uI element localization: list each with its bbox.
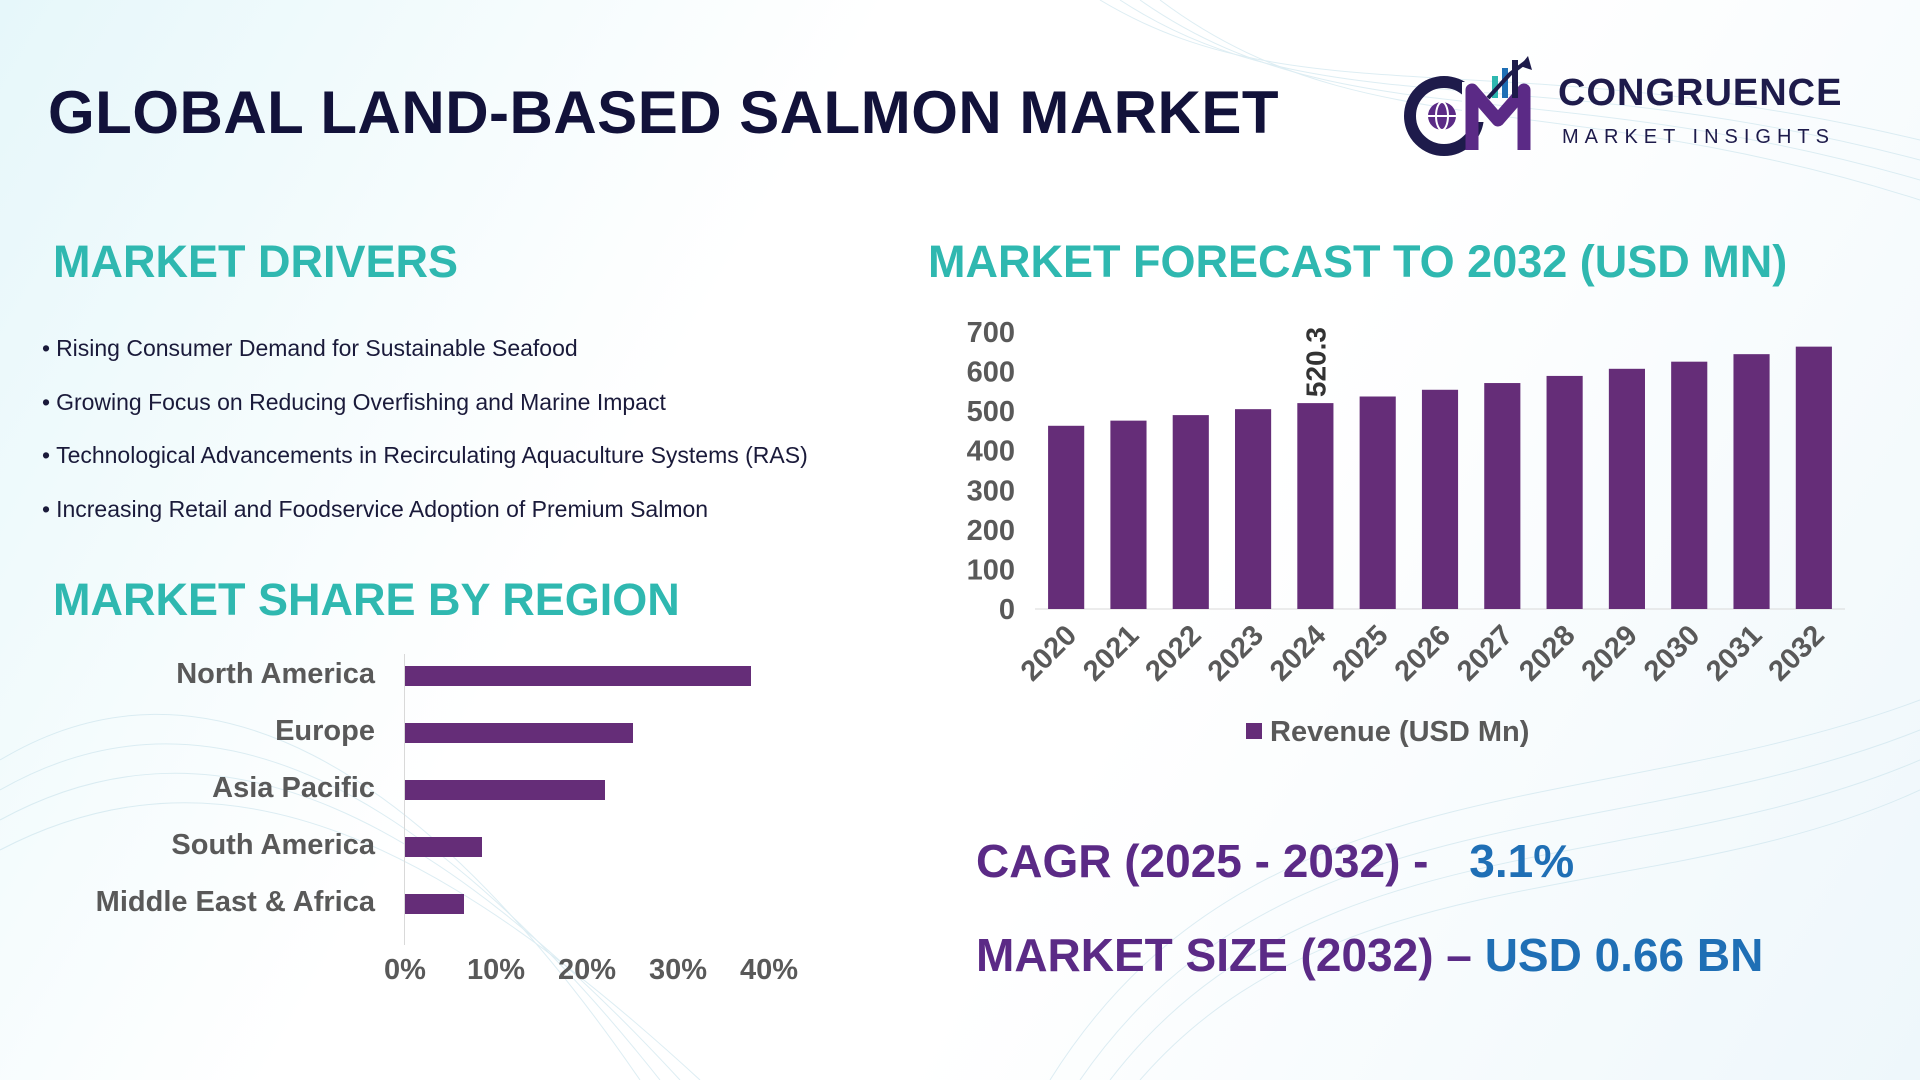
region-axis-line [404, 654, 405, 945]
bar-2022 [1172, 415, 1209, 609]
bullet-mark: • [42, 388, 51, 415]
x-tick-label: 40% [739, 954, 799, 986]
forecast-bar-chart: 0100200300400500600700202020212022202320… [967, 317, 1845, 688]
region-bar [405, 894, 465, 914]
market-size-label: MARKET SIZE (2032) – [976, 929, 1472, 981]
logo-mark-icon [1404, 56, 1532, 156]
region-label: North America [176, 658, 375, 690]
legend-swatch-icon [1246, 723, 1262, 739]
y-tick-label: 700 [967, 317, 1015, 349]
y-tick-label: 500 [967, 396, 1015, 428]
bar-2032 [1795, 346, 1832, 609]
x-tick-label: 30% [648, 954, 708, 986]
driver-item: • Rising Consumer Demand for Sustainable … [42, 328, 942, 382]
driver-item: • Technological Advancements in Recircula… [42, 435, 942, 489]
y-tick-label: 300 [967, 475, 1015, 507]
company-logo: CONGRUENCE MARKET INSIGHTS [1402, 54, 1882, 164]
x-tick-label: 2020 [1015, 619, 1083, 687]
region-label: Asia Pacific [212, 772, 375, 804]
x-tick-label: 2029 [1576, 619, 1644, 687]
driver-text: Technological Advancements in Recirculat… [56, 442, 808, 468]
bar-2028 [1546, 375, 1583, 609]
y-tick-label: 0 [999, 594, 1015, 626]
x-tick-label: 20% [557, 954, 617, 986]
bullet-mark: • [42, 442, 51, 468]
drivers-heading: MARKET DRIVERS [53, 236, 459, 287]
forecast-heading: MARKET FORECAST TO 2032 (USD MN) [928, 236, 1788, 287]
bar-2031 [1733, 354, 1770, 609]
x-tick-label: 2023 [1202, 619, 1270, 687]
x-tick-label: 2027 [1451, 619, 1519, 687]
driver-item: • Growing Focus on Reducing Overfishing a… [42, 382, 942, 436]
y-tick-label: 400 [967, 436, 1015, 468]
x-tick-label: 2021 [1077, 619, 1145, 687]
bullet-mark: • [42, 495, 51, 522]
drivers-list: • Rising Consumer Demand for Sustainable … [42, 328, 942, 542]
logo-name: CONGRUENCE [1558, 72, 1843, 114]
bar-2027 [1484, 383, 1521, 609]
driver-text: Rising Consumer Demand for Sustainable S… [56, 335, 578, 361]
x-tick-label: 2032 [1763, 619, 1831, 687]
bar-2024 [1297, 403, 1334, 609]
market-size-value: USD 0.66 BN [1484, 929, 1764, 981]
region-label: Middle East & Africa [95, 886, 375, 918]
x-tick-label: 2022 [1139, 619, 1207, 687]
cagr-line: CAGR (2025 - 2032) - 3.1% [976, 834, 1574, 888]
x-tick-label: 2030 [1638, 619, 1706, 687]
region-label: South America [171, 829, 375, 861]
bar-2029 [1608, 368, 1645, 609]
market-size-line: MARKET SIZE (2032) – USD 0.66 BN [976, 928, 1763, 982]
x-tick-label: 2026 [1389, 619, 1457, 687]
bar-2030 [1671, 361, 1708, 609]
x-tick-label: 10% [466, 954, 526, 986]
region-heading: MARKET SHARE BY REGION [53, 574, 680, 625]
driver-text: Increasing Retail and Foodservice Adopti… [56, 495, 709, 522]
forecast-legend: Revenue (USD Mn) [1246, 716, 1529, 749]
x-tick-label: 2031 [1700, 619, 1768, 687]
bar-2020 [1048, 425, 1085, 609]
bar-2021 [1110, 420, 1147, 609]
x-tick-label: 2028 [1513, 619, 1581, 687]
cagr-label: CAGR (2025 - 2032) - [976, 835, 1429, 887]
region-bar [405, 837, 483, 857]
region-bar [405, 723, 633, 743]
x-tick-label: 2024 [1264, 619, 1332, 687]
y-tick-label: 200 [967, 515, 1015, 547]
driver-item: • Increasing Retail and Foodservice Adopt… [42, 489, 942, 543]
page-title: GLOBAL LAND-BASED SALMON MARKET [48, 79, 1279, 146]
bar-2023 [1235, 409, 1272, 609]
data-label: 520.3 [1300, 327, 1331, 397]
x-tick-label: 2025 [1326, 619, 1394, 687]
x-tick-label: 0% [384, 954, 426, 986]
cagr-value: 3.1% [1469, 835, 1575, 887]
bar-2025 [1359, 396, 1396, 609]
region-share-chart: North America Europe Asia Pacific South Ame… [40, 640, 840, 1000]
region-bar [405, 666, 751, 686]
bar-2026 [1421, 389, 1459, 609]
region-label: Europe [275, 715, 375, 747]
logo-tagline: MARKET INSIGHTS [1562, 126, 1835, 148]
driver-text: Growing Focus on Reducing Overfishing an… [56, 388, 666, 415]
y-tick-label: 100 [967, 554, 1015, 586]
region-bar [405, 780, 606, 800]
legend-label: Revenue (USD Mn) [1270, 716, 1530, 748]
bullet-mark: • [42, 335, 51, 361]
y-tick-label: 600 [967, 357, 1015, 389]
